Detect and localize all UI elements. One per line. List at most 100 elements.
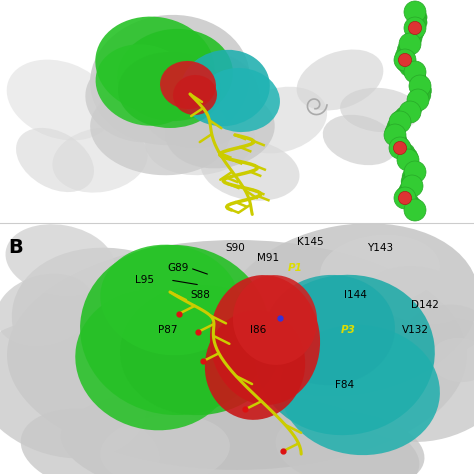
- Text: K145: K145: [297, 237, 323, 247]
- Ellipse shape: [280, 325, 440, 455]
- Circle shape: [392, 110, 408, 127]
- Ellipse shape: [297, 49, 383, 110]
- Circle shape: [409, 68, 426, 85]
- Circle shape: [394, 187, 416, 209]
- Text: P3: P3: [340, 325, 356, 335]
- Ellipse shape: [405, 305, 474, 356]
- Ellipse shape: [80, 245, 270, 415]
- Circle shape: [399, 101, 421, 123]
- Bar: [0, 0, 474, 220]
- Ellipse shape: [61, 388, 419, 474]
- Ellipse shape: [255, 275, 435, 435]
- Ellipse shape: [7, 240, 467, 470]
- Circle shape: [414, 87, 431, 103]
- Circle shape: [384, 124, 406, 146]
- Circle shape: [406, 198, 422, 214]
- Ellipse shape: [165, 91, 275, 168]
- Ellipse shape: [201, 139, 300, 201]
- Ellipse shape: [265, 275, 395, 385]
- Ellipse shape: [160, 61, 216, 109]
- Ellipse shape: [100, 245, 240, 356]
- Circle shape: [405, 160, 421, 176]
- Ellipse shape: [173, 75, 217, 115]
- Ellipse shape: [371, 266, 469, 324]
- Circle shape: [404, 161, 426, 183]
- Ellipse shape: [340, 88, 420, 132]
- Text: B: B: [8, 238, 23, 257]
- Ellipse shape: [21, 409, 159, 474]
- Circle shape: [402, 156, 419, 172]
- Ellipse shape: [12, 247, 228, 412]
- Text: G89: G89: [167, 263, 189, 273]
- Circle shape: [392, 136, 408, 152]
- Ellipse shape: [118, 52, 222, 128]
- Text: S90: S90: [225, 243, 245, 253]
- Circle shape: [402, 194, 419, 210]
- Circle shape: [404, 199, 426, 221]
- Circle shape: [390, 131, 407, 147]
- Bar: [0, 225, 474, 474]
- Text: I86: I86: [250, 325, 266, 335]
- Ellipse shape: [100, 415, 230, 474]
- Circle shape: [411, 73, 428, 90]
- Circle shape: [389, 137, 411, 159]
- Circle shape: [399, 191, 411, 205]
- Text: F84: F84: [336, 380, 355, 390]
- Text: D142: D142: [411, 300, 439, 310]
- Circle shape: [409, 96, 425, 112]
- Circle shape: [410, 14, 427, 31]
- Circle shape: [395, 107, 411, 124]
- Text: S88: S88: [190, 290, 210, 300]
- Text: M91: M91: [257, 253, 279, 263]
- Ellipse shape: [233, 275, 317, 365]
- Circle shape: [401, 148, 418, 164]
- Circle shape: [399, 182, 416, 198]
- Ellipse shape: [6, 224, 115, 296]
- Ellipse shape: [145, 105, 255, 175]
- Circle shape: [400, 60, 416, 76]
- Text: P87: P87: [158, 325, 178, 335]
- Circle shape: [397, 149, 419, 171]
- Circle shape: [397, 56, 413, 72]
- Ellipse shape: [140, 52, 260, 148]
- Circle shape: [406, 100, 422, 116]
- Ellipse shape: [320, 235, 440, 305]
- Ellipse shape: [120, 285, 280, 415]
- Circle shape: [385, 122, 402, 139]
- Ellipse shape: [200, 68, 280, 132]
- Ellipse shape: [75, 290, 235, 430]
- Ellipse shape: [210, 275, 320, 405]
- Circle shape: [410, 9, 427, 26]
- Ellipse shape: [117, 29, 233, 121]
- Text: I144: I144: [344, 290, 366, 300]
- Text: P1: P1: [288, 263, 302, 273]
- Circle shape: [387, 118, 403, 135]
- Ellipse shape: [323, 115, 397, 165]
- Ellipse shape: [96, 44, 194, 126]
- Ellipse shape: [90, 15, 250, 145]
- Ellipse shape: [53, 128, 147, 192]
- Circle shape: [409, 75, 431, 97]
- Circle shape: [407, 25, 424, 42]
- Text: Y143: Y143: [367, 243, 393, 253]
- Circle shape: [397, 186, 413, 202]
- Ellipse shape: [0, 321, 147, 458]
- Circle shape: [402, 168, 419, 185]
- Ellipse shape: [221, 223, 474, 397]
- Ellipse shape: [180, 50, 270, 126]
- Circle shape: [404, 61, 426, 83]
- Circle shape: [401, 175, 423, 197]
- Circle shape: [409, 21, 421, 35]
- Ellipse shape: [346, 318, 474, 442]
- Circle shape: [404, 1, 426, 23]
- Ellipse shape: [430, 338, 474, 382]
- Ellipse shape: [233, 87, 327, 153]
- Circle shape: [399, 33, 421, 55]
- Circle shape: [401, 173, 418, 190]
- Circle shape: [396, 46, 412, 63]
- Circle shape: [415, 82, 432, 99]
- Ellipse shape: [95, 17, 215, 113]
- Circle shape: [394, 49, 416, 71]
- Circle shape: [397, 41, 414, 57]
- Circle shape: [399, 54, 411, 67]
